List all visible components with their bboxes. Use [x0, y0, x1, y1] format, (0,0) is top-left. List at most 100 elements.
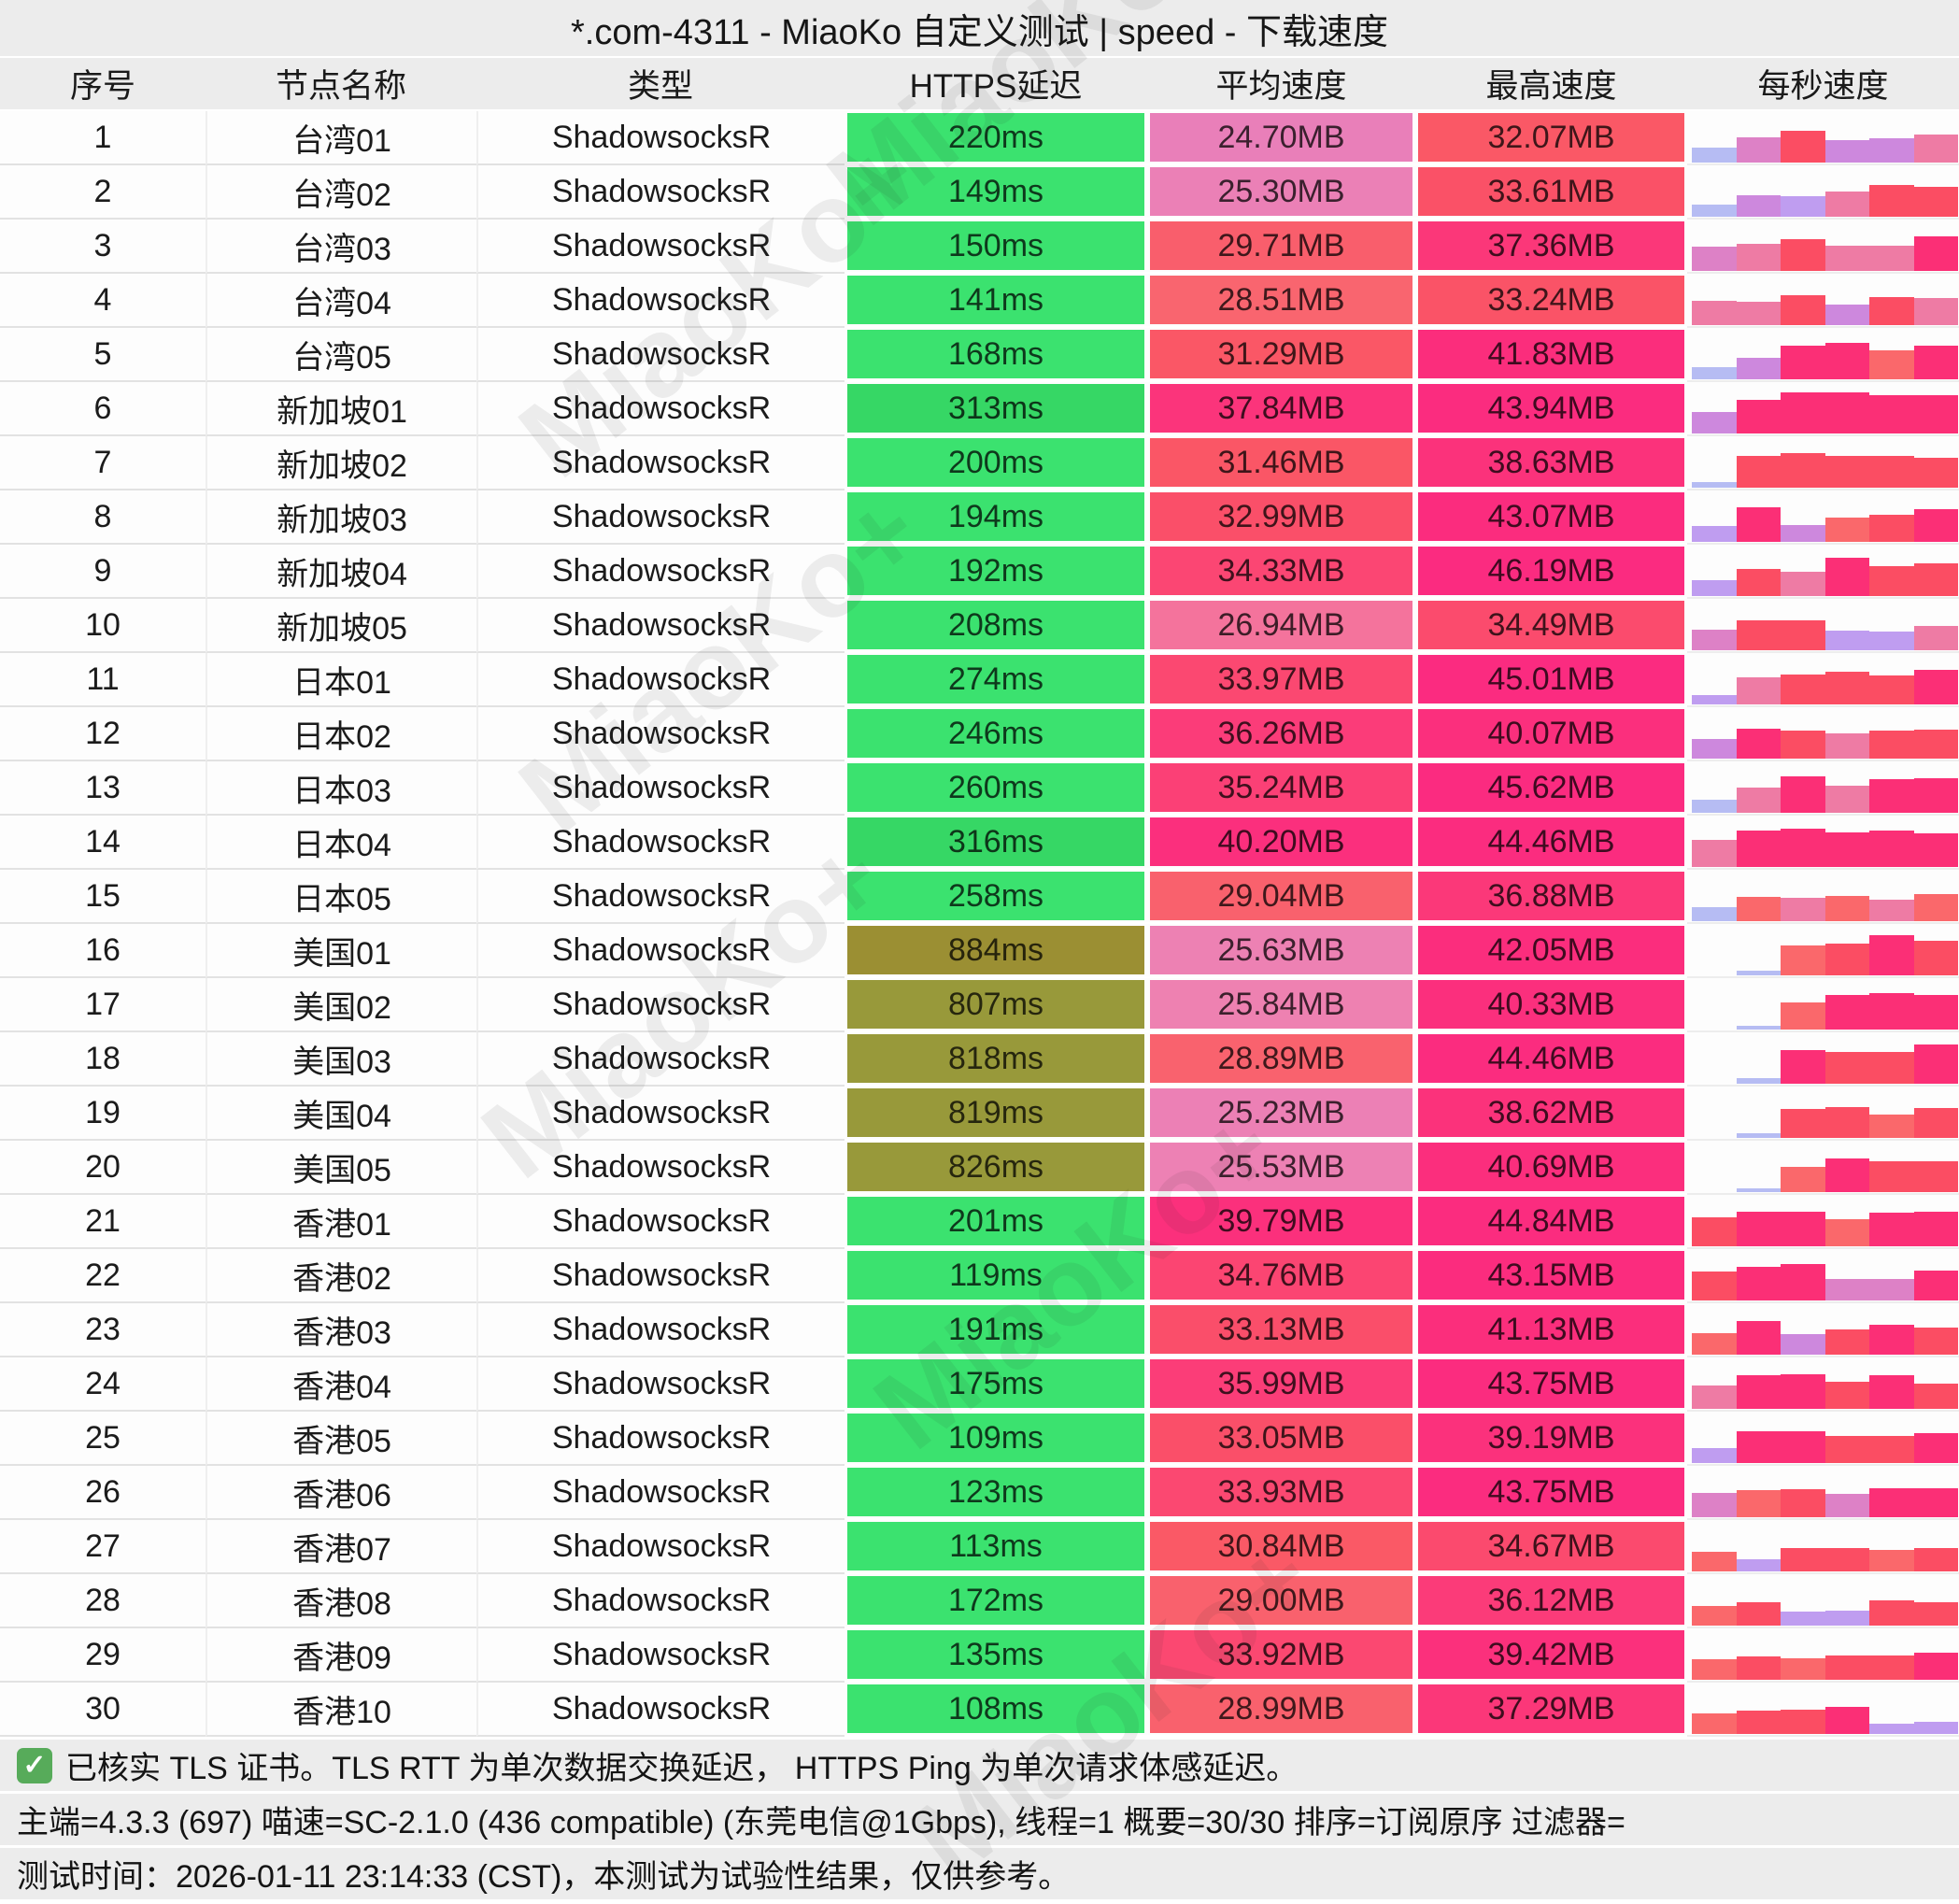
speed-bar	[1913, 777, 1958, 813]
cell-https-latency-fill: 220ms	[847, 113, 1144, 162]
speed-bar	[1869, 1599, 1914, 1626]
speed-bar	[1824, 994, 1869, 1030]
speed-bar	[1781, 196, 1825, 217]
cell-https-latency-fill: 168ms	[847, 330, 1144, 378]
speed-bar	[1869, 296, 1914, 325]
speed-bar	[1736, 1711, 1781, 1734]
cell-max-speed: 44.46MB	[1415, 1032, 1687, 1087]
per-second-bars	[1692, 1198, 1958, 1246]
speed-bar	[1781, 524, 1825, 542]
cell-node-name: 美国01	[206, 924, 476, 978]
cell-https-latency-fill: 826ms	[847, 1143, 1144, 1191]
cell-avg-speed-fill: 29.00MB	[1150, 1576, 1412, 1625]
speed-bar	[1913, 669, 1958, 704]
cell-speed-chart	[1687, 545, 1959, 599]
cell-node-type: ShadowsocksR	[476, 1032, 845, 1087]
speed-bar	[1781, 1657, 1825, 1680]
cell-speed-chart	[1687, 924, 1959, 978]
cell-max-speed: 39.42MB	[1415, 1628, 1687, 1683]
cell-max-speed: 43.75MB	[1415, 1357, 1687, 1412]
cell-node-type: ShadowsocksR	[476, 924, 845, 978]
speed-bar	[1781, 345, 1825, 379]
speed-bar	[1869, 138, 1914, 163]
speed-bar	[1781, 1002, 1825, 1030]
cell-node-name: 台湾02	[206, 165, 476, 220]
cell-speed-chart	[1687, 761, 1959, 816]
speed-bar	[1781, 238, 1825, 271]
speed-bar	[1869, 1723, 1914, 1734]
cell-https-latency-fill: 818ms	[847, 1034, 1144, 1083]
speed-bar	[1869, 245, 1914, 271]
cell-node-name: 新加坡04	[206, 545, 476, 599]
speed-bar	[1692, 247, 1737, 271]
cell-index: 22	[0, 1249, 206, 1303]
speed-bar	[1824, 1158, 1869, 1192]
cell-avg-speed: 33.92MB	[1147, 1628, 1415, 1683]
speed-bar	[1824, 305, 1869, 325]
speed-bar	[1869, 730, 1914, 759]
speed-bar	[1913, 729, 1958, 759]
table-row: 13 日本03 ShadowsocksR 260ms 35.24MB 45.62MB	[0, 761, 1959, 816]
cell-avg-speed-fill: 33.93MB	[1150, 1468, 1412, 1516]
cell-index: 30	[0, 1683, 206, 1737]
cell-https-latency: 818ms	[845, 1032, 1147, 1087]
cell-speed-chart	[1687, 165, 1959, 220]
table-row: 19 美国04 ShadowsocksR 819ms 25.23MB 38.62MB	[0, 1087, 1959, 1141]
cell-node-name: 香港02	[206, 1249, 476, 1303]
cell-avg-speed: 28.99MB	[1147, 1683, 1415, 1737]
speed-bar	[1781, 1710, 1825, 1734]
speed-bar	[1736, 302, 1781, 325]
speed-bar	[1736, 897, 1781, 921]
cell-https-latency: 826ms	[845, 1141, 1147, 1195]
cell-avg-speed: 39.79MB	[1147, 1195, 1415, 1249]
cell-avg-speed: 32.99MB	[1147, 490, 1415, 545]
cell-max-speed: 34.49MB	[1415, 599, 1687, 653]
cell-avg-speed: 36.26MB	[1147, 707, 1415, 761]
cell-avg-speed: 30.84MB	[1147, 1520, 1415, 1574]
cell-node-name: 香港04	[206, 1357, 476, 1412]
table-row: 24 香港04 ShadowsocksR 175ms 35.99MB 43.75MB	[0, 1357, 1959, 1412]
speed-bar	[1824, 1051, 1869, 1084]
cell-avg-speed-fill: 25.23MB	[1150, 1088, 1412, 1137]
cell-https-latency-fill: 258ms	[847, 872, 1144, 920]
cell-node-name: 日本02	[206, 707, 476, 761]
speed-bar	[1913, 345, 1958, 379]
cell-https-latency: 168ms	[845, 328, 1147, 382]
table-row: 11 日本01 ShadowsocksR 274ms 33.97MB 45.01MB	[0, 653, 1959, 707]
cell-https-latency: 313ms	[845, 382, 1147, 436]
speed-bar	[1869, 1115, 1914, 1138]
speed-bar	[1913, 626, 1958, 650]
cell-https-latency-fill: 274ms	[847, 655, 1144, 703]
cell-avg-speed: 28.51MB	[1147, 274, 1415, 328]
speed-bar	[1692, 526, 1737, 542]
cell-node-name: 香港06	[206, 1466, 476, 1520]
per-second-bars	[1692, 114, 1958, 163]
cell-node-type: ShadowsocksR	[476, 1087, 845, 1141]
speed-bar	[1869, 831, 1914, 867]
cell-avg-speed-fill: 28.99MB	[1150, 1684, 1412, 1733]
speed-bar	[1692, 694, 1737, 704]
cell-node-type: ShadowsocksR	[476, 1303, 845, 1357]
speed-bar	[1913, 1044, 1958, 1084]
header-max-speed: 最高速度	[1485, 68, 1617, 105]
speed-bar	[1824, 558, 1869, 596]
cell-max-speed-fill: 39.42MB	[1418, 1630, 1684, 1679]
per-second-bars	[1692, 547, 1958, 596]
per-second-bars	[1692, 927, 1958, 975]
table-row: 29 香港09 ShadowsocksR 135ms 33.92MB 39.42MB	[0, 1628, 1959, 1683]
cell-max-speed: 38.63MB	[1415, 436, 1687, 490]
cell-index: 20	[0, 1141, 206, 1195]
cell-index: 29	[0, 1628, 206, 1683]
cell-https-latency-fill: 150ms	[847, 221, 1144, 270]
speed-bar	[1736, 506, 1781, 542]
speed-bar	[1692, 1271, 1737, 1300]
per-second-bars	[1692, 1306, 1958, 1355]
per-second-bars	[1692, 764, 1958, 813]
cell-https-latency: 141ms	[845, 274, 1147, 328]
speed-bar	[1824, 343, 1869, 379]
speed-bar	[1913, 1602, 1958, 1626]
speed-bar	[1736, 1025, 1781, 1030]
speed-bar	[1824, 1655, 1869, 1680]
footer-test-time: 测试时间：2026-01-11 23:14:33 (CST)，本测试为试验性结果…	[0, 1845, 1959, 1899]
cell-max-speed: 38.62MB	[1415, 1087, 1687, 1141]
